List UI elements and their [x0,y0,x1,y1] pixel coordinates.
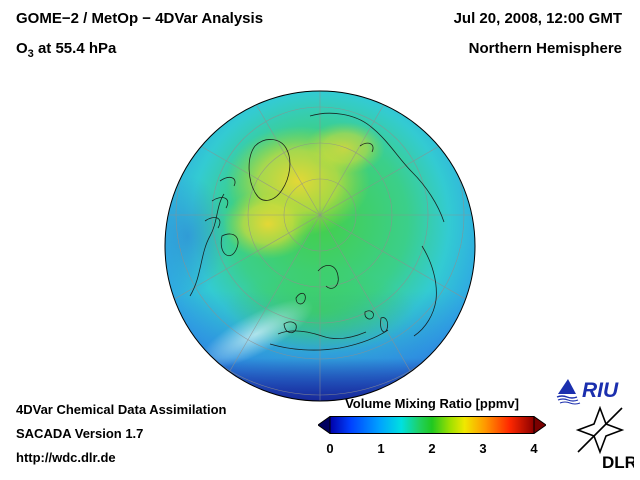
colorbar-under-arrow-icon [317,415,331,435]
dlr-logo: DLR [566,405,637,472]
species-subscript: 3 [27,48,34,60]
coastlines [189,112,445,351]
colorbar-gradient [329,416,535,434]
colorbar-over-arrow-icon [533,415,547,435]
colorbar-tick: 2 [428,441,436,456]
assimilation-label: 4DVar Chemical Data Assimilation [16,402,227,417]
hemisphere-label: Northern Hemisphere [468,40,622,57]
colorbar-title: Volume Mixing Ratio [ppmv] [345,396,519,411]
header-right: Jul 20, 2008, 12:00 GMT Northern Hemisph… [454,10,622,58]
riu-logo-text: RIU [582,379,619,402]
globe-svg [164,90,476,402]
species-label: O3 at 55.4 hPa [16,40,263,63]
colorbar-tick: 0 [326,441,334,456]
riu-logo: RIU [556,376,634,406]
header-left: GOME−2 / MetOp − 4DVar Analysis O3 at 55… [16,10,263,63]
species-symbol: O [16,40,28,57]
colorbar [317,415,547,435]
footer-credits: 4DVar Chemical Data Assimilation SACADA … [16,398,227,470]
figure-title: GOME−2 / MetOp − 4DVar Analysis [16,10,264,27]
species-pressure: at 55.4 hPa [33,40,117,57]
datetime-label: Jul 20, 2008, 12:00 GMT [453,10,622,27]
globe-map [160,86,480,406]
globe-limb [164,90,476,402]
colorbar-tick: 1 [377,441,385,456]
colorbar-section: Volume Mixing Ratio [ppmv] [317,396,547,457]
colorbar-tick: 4 [530,441,538,456]
dlr-logo-icon [575,405,625,455]
dlr-logo-text: DLR [602,453,634,472]
riu-logo-icon [556,379,581,405]
colorbar-ticks: 0 1 2 3 4 [326,441,538,457]
version-label: SACADA Version 1.7 [16,426,144,441]
colorbar-tick: 3 [479,441,487,456]
url-label: http://wdc.dlr.de [16,450,116,465]
